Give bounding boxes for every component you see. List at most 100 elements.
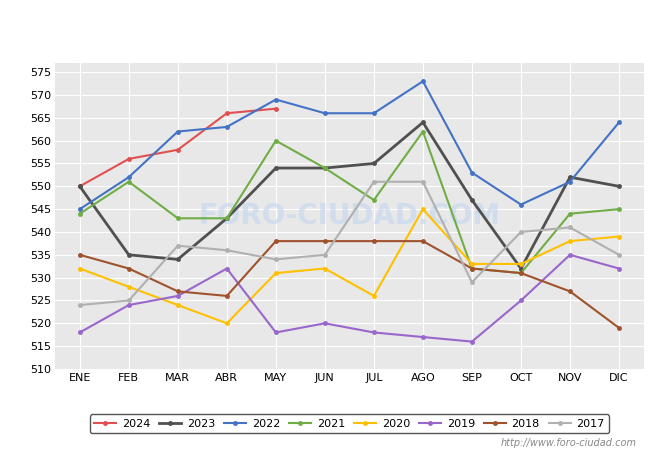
2022 bbox=[272, 97, 280, 102]
2018 bbox=[76, 252, 84, 257]
2018 bbox=[370, 238, 378, 244]
2020 bbox=[566, 238, 574, 244]
2017 bbox=[223, 248, 231, 253]
2023 bbox=[468, 197, 476, 202]
2021 bbox=[223, 216, 231, 221]
2019 bbox=[370, 330, 378, 335]
Legend: 2024, 2023, 2022, 2021, 2020, 2019, 2018, 2017: 2024, 2023, 2022, 2021, 2020, 2019, 2018… bbox=[90, 414, 609, 433]
2019 bbox=[419, 334, 427, 340]
2023 bbox=[517, 266, 525, 271]
2023 bbox=[566, 175, 574, 180]
2024 bbox=[174, 147, 182, 153]
2020 bbox=[468, 261, 476, 267]
Line: 2023: 2023 bbox=[78, 121, 621, 270]
2017 bbox=[615, 252, 623, 257]
2018 bbox=[125, 266, 133, 271]
2022 bbox=[566, 179, 574, 184]
2023 bbox=[76, 184, 84, 189]
Line: 2022: 2022 bbox=[78, 80, 621, 211]
2022 bbox=[517, 202, 525, 207]
2019 bbox=[615, 266, 623, 271]
2018 bbox=[566, 288, 574, 294]
2024 bbox=[223, 111, 231, 116]
2022 bbox=[174, 129, 182, 134]
2018 bbox=[223, 293, 231, 299]
2024 bbox=[272, 106, 280, 111]
2018 bbox=[419, 238, 427, 244]
Text: http://www.foro-ciudad.com: http://www.foro-ciudad.com bbox=[501, 438, 637, 448]
2020 bbox=[517, 261, 525, 267]
2023 bbox=[370, 161, 378, 166]
Line: 2017: 2017 bbox=[78, 180, 621, 307]
2021 bbox=[174, 216, 182, 221]
2021 bbox=[517, 270, 525, 276]
2019 bbox=[174, 293, 182, 299]
2019 bbox=[76, 330, 84, 335]
2022 bbox=[468, 170, 476, 176]
2020 bbox=[125, 284, 133, 289]
2021 bbox=[615, 207, 623, 212]
2019 bbox=[566, 252, 574, 257]
2023 bbox=[125, 252, 133, 257]
2021 bbox=[566, 211, 574, 216]
2020 bbox=[76, 266, 84, 271]
2021 bbox=[76, 211, 84, 216]
2019 bbox=[223, 266, 231, 271]
2020 bbox=[321, 266, 329, 271]
Line: 2021: 2021 bbox=[78, 130, 621, 275]
2021 bbox=[370, 197, 378, 202]
Line: 2019: 2019 bbox=[78, 253, 621, 343]
2022 bbox=[615, 120, 623, 125]
Text: FORO-CIUDAD.COM: FORO-CIUDAD.COM bbox=[198, 202, 500, 230]
2019 bbox=[125, 302, 133, 308]
2020 bbox=[223, 321, 231, 326]
2024 bbox=[125, 156, 133, 162]
2018 bbox=[615, 325, 623, 331]
2018 bbox=[517, 270, 525, 276]
2023 bbox=[272, 165, 280, 171]
2021 bbox=[419, 129, 427, 134]
2023 bbox=[615, 184, 623, 189]
2017 bbox=[272, 256, 280, 262]
2020 bbox=[174, 302, 182, 308]
2020 bbox=[370, 293, 378, 299]
2023 bbox=[419, 120, 427, 125]
2022 bbox=[76, 207, 84, 212]
2017 bbox=[517, 230, 525, 235]
2023 bbox=[174, 256, 182, 262]
Line: 2020: 2020 bbox=[78, 207, 621, 325]
Line: 2024: 2024 bbox=[78, 107, 278, 188]
2017 bbox=[76, 302, 84, 308]
2017 bbox=[370, 179, 378, 184]
2023 bbox=[223, 216, 231, 221]
Text: Afiliados en Sant Quintí de Mediona a 31/5/2024: Afiliados en Sant Quintí de Mediona a 31… bbox=[140, 18, 510, 33]
2019 bbox=[321, 321, 329, 326]
2020 bbox=[272, 270, 280, 276]
2017 bbox=[419, 179, 427, 184]
2022 bbox=[370, 111, 378, 116]
2021 bbox=[321, 165, 329, 171]
2020 bbox=[419, 207, 427, 212]
2021 bbox=[272, 138, 280, 144]
2017 bbox=[566, 225, 574, 230]
2022 bbox=[321, 111, 329, 116]
2022 bbox=[125, 175, 133, 180]
2021 bbox=[468, 266, 476, 271]
2018 bbox=[272, 238, 280, 244]
2017 bbox=[468, 279, 476, 285]
2024 bbox=[76, 184, 84, 189]
2018 bbox=[174, 288, 182, 294]
2021 bbox=[125, 179, 133, 184]
Line: 2018: 2018 bbox=[78, 239, 621, 330]
2019 bbox=[272, 330, 280, 335]
2017 bbox=[125, 298, 133, 303]
2022 bbox=[419, 79, 427, 84]
2020 bbox=[615, 234, 623, 239]
2017 bbox=[174, 243, 182, 248]
2017 bbox=[321, 252, 329, 257]
2019 bbox=[517, 298, 525, 303]
2019 bbox=[468, 339, 476, 344]
2018 bbox=[321, 238, 329, 244]
2018 bbox=[468, 266, 476, 271]
2023 bbox=[321, 165, 329, 171]
